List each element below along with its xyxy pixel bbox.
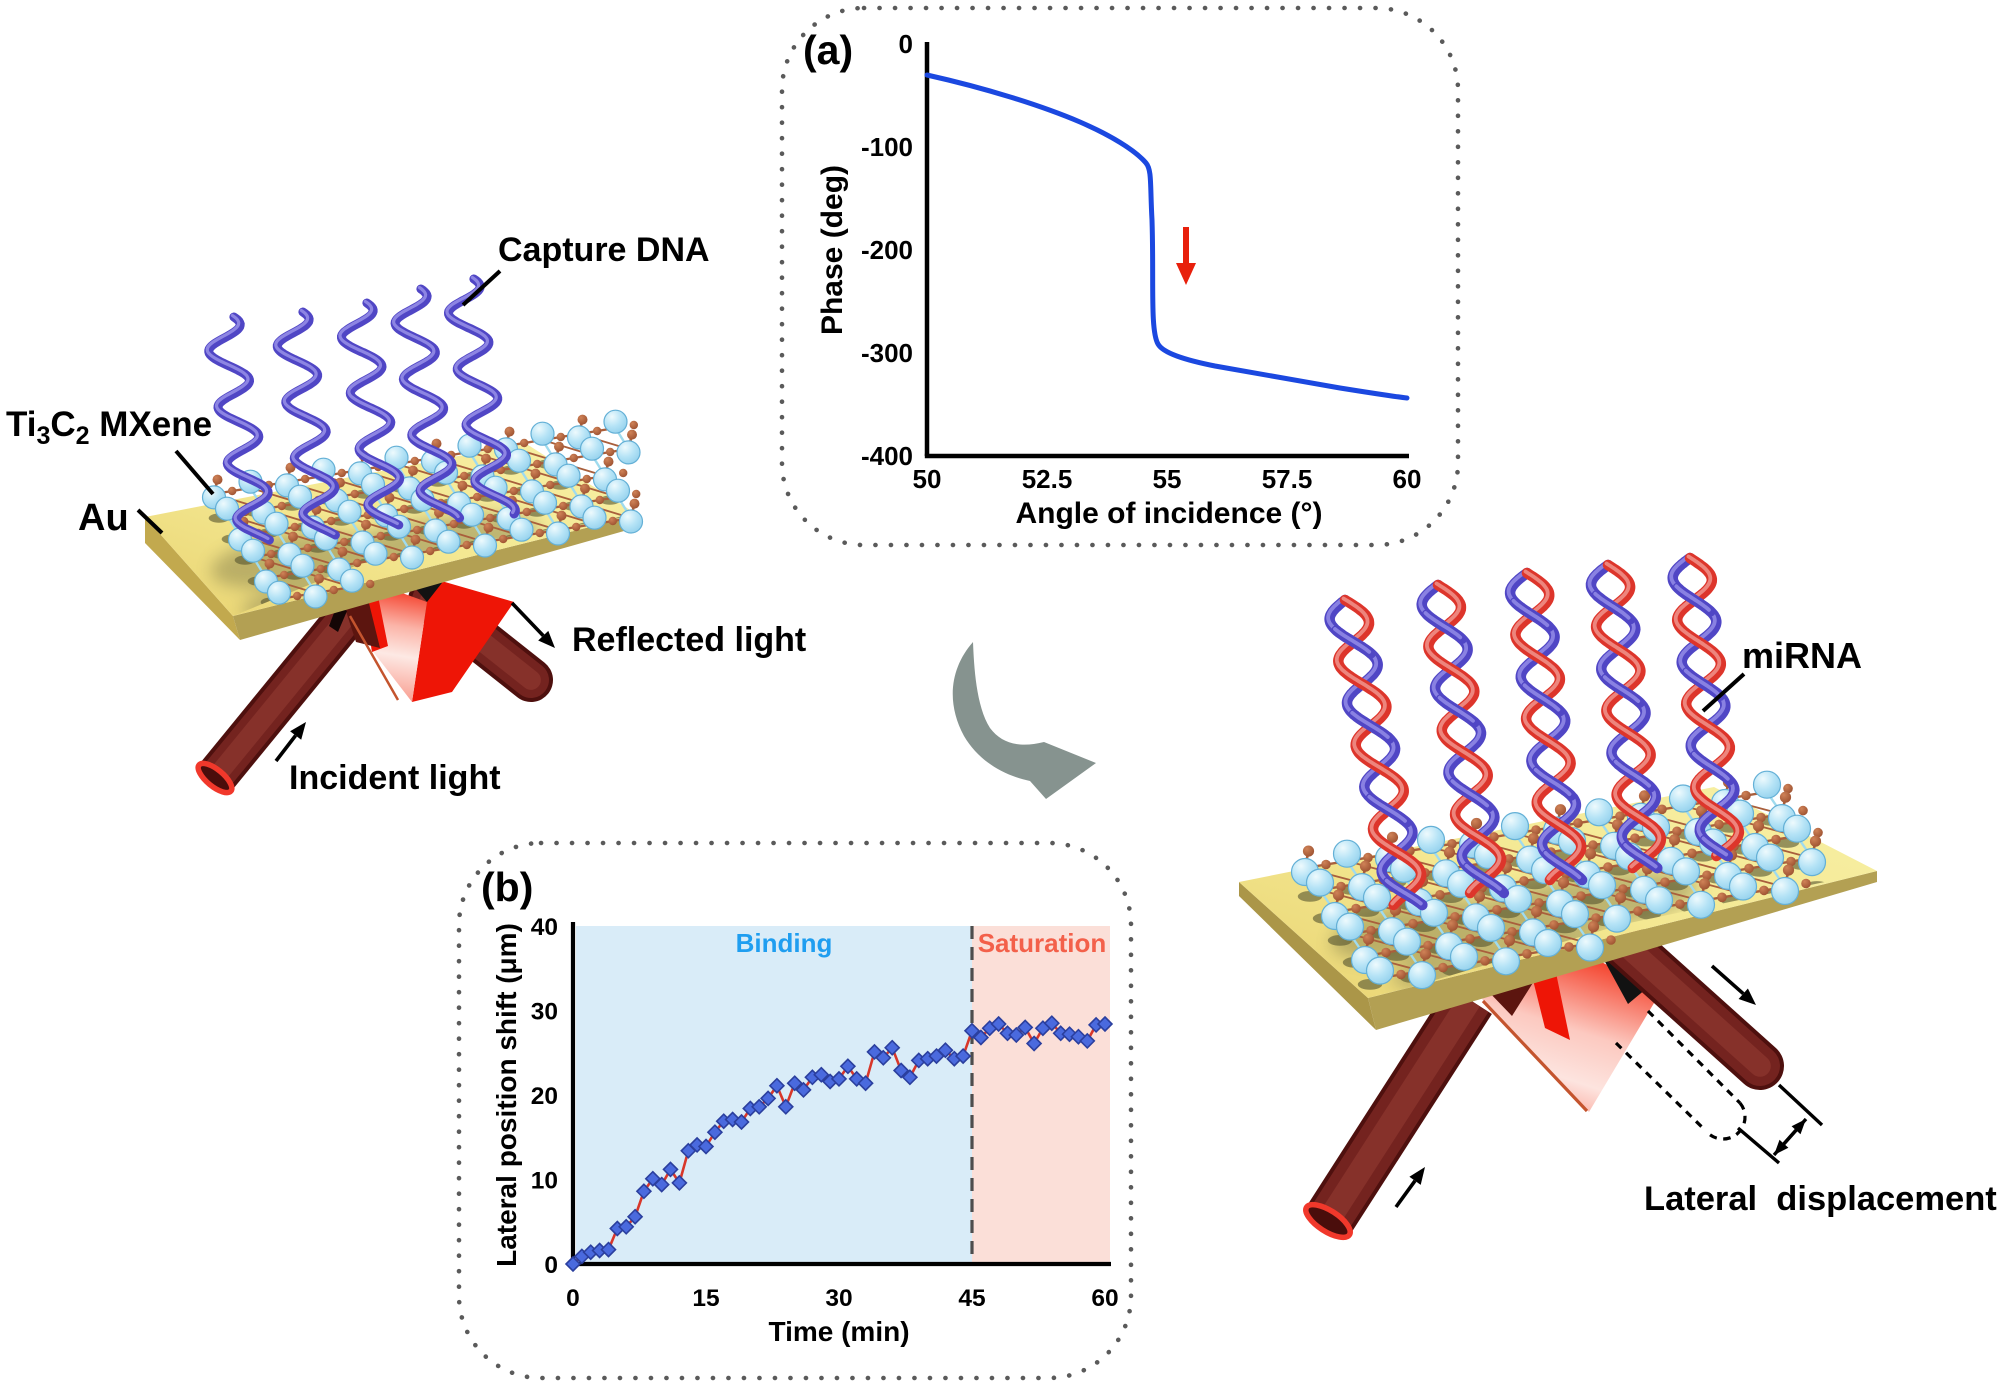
svg-text:-300: -300 (861, 338, 913, 368)
svg-text:30: 30 (531, 999, 558, 1026)
svg-text:Phase (deg): Phase (deg) (816, 165, 849, 335)
svg-text:57.5: 57.5 (1262, 464, 1313, 494)
svg-text:40: 40 (531, 914, 558, 941)
svg-text:Ti3C2 MXene: Ti3C2 MXene (6, 405, 212, 450)
svg-text:Saturation: Saturation (978, 928, 1107, 958)
svg-text:-100: -100 (861, 132, 913, 162)
svg-text:-400: -400 (861, 441, 913, 471)
svg-text:10: 10 (531, 1168, 558, 1195)
svg-text:60: 60 (1091, 1285, 1118, 1312)
svg-text:55: 55 (1153, 464, 1182, 494)
svg-text:Lateral displacement: Lateral displacement (1644, 1180, 1997, 1218)
svg-text:Au: Au (78, 497, 129, 539)
svg-text:50: 50 (913, 464, 942, 494)
svg-text:Capture DNA: Capture DNA (498, 231, 710, 269)
svg-text:Lateral position shift (μm): Lateral position shift (μm) (491, 923, 522, 1267)
svg-text:0: 0 (566, 1285, 580, 1312)
svg-text:Time (min): Time (min) (768, 1316, 909, 1347)
svg-text:Reflected light: Reflected light (572, 621, 806, 659)
svg-text:miRNA: miRNA (1742, 635, 1862, 676)
svg-text:20: 20 (531, 1083, 558, 1110)
svg-text:60: 60 (1393, 464, 1422, 494)
svg-text:(b): (b) (481, 864, 533, 910)
svg-text:52.5: 52.5 (1022, 464, 1073, 494)
svg-text:(a): (a) (803, 27, 853, 73)
svg-text:0: 0 (899, 29, 913, 59)
svg-text:-200: -200 (861, 235, 913, 265)
svg-text:30: 30 (825, 1285, 852, 1312)
svg-text:Incident light: Incident light (289, 759, 501, 797)
svg-text:Angle of incidence (°): Angle of incidence (°) (1015, 497, 1322, 530)
svg-text:15: 15 (692, 1285, 719, 1312)
svg-text:45: 45 (958, 1285, 985, 1312)
svg-text:0: 0 (544, 1252, 558, 1279)
svg-text:Binding: Binding (736, 928, 833, 958)
